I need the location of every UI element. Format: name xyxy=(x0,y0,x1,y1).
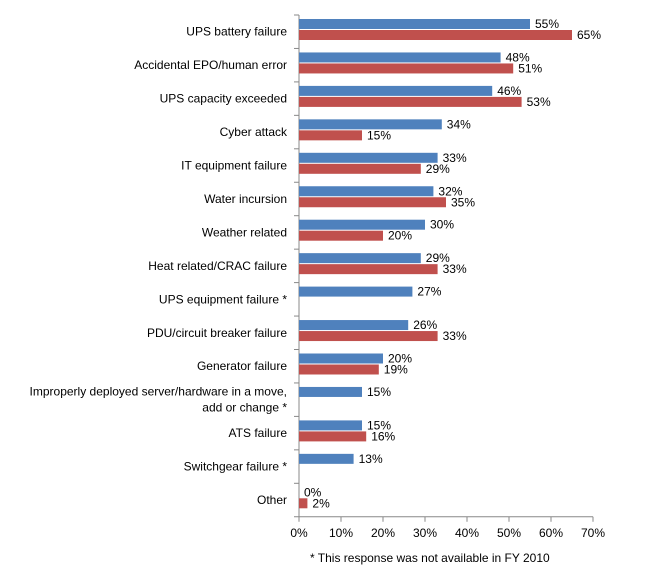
data-label-series-2: 51% xyxy=(518,61,542,75)
x-tick-label: 0% xyxy=(290,526,308,540)
data-label-series-1: 15% xyxy=(367,418,391,432)
bar-series-2 xyxy=(299,130,362,141)
x-tick-label: 30% xyxy=(413,526,437,540)
data-label-series-1: 30% xyxy=(430,218,454,232)
data-label-series-1: 20% xyxy=(388,352,412,366)
bar-series-1 xyxy=(299,386,362,397)
bar-series-1 xyxy=(299,320,409,331)
category-label: IT equipment failure xyxy=(181,159,287,173)
data-label-series-2: 33% xyxy=(443,262,467,276)
data-label-series-1: 13% xyxy=(359,452,383,466)
bar-series-2 xyxy=(299,364,379,375)
bar-series-2 xyxy=(299,197,446,208)
data-label-series-1: 33% xyxy=(443,151,467,165)
category-label: add or change * xyxy=(202,401,287,415)
category-label: Other xyxy=(257,493,287,507)
data-label-series-2: 29% xyxy=(426,162,450,176)
bar-series-2 xyxy=(299,264,438,275)
category-label: Cyber attack xyxy=(220,125,288,139)
x-tick-label: 70% xyxy=(581,526,605,540)
bar-series-2 xyxy=(299,30,572,40)
data-label-series-2: 35% xyxy=(451,195,475,209)
bar-series-1 xyxy=(299,253,421,264)
category-label: Accidental EPO/human error xyxy=(134,58,287,72)
category-label: UPS capacity exceeded xyxy=(160,92,287,106)
x-tick-label: 40% xyxy=(455,526,479,540)
category-label: UPS battery failure xyxy=(186,25,287,39)
bar-series-1 xyxy=(299,85,493,96)
category-label: Switchgear failure * xyxy=(184,460,288,474)
x-tick-label: 10% xyxy=(329,526,353,540)
bar-series-2 xyxy=(299,498,308,509)
category-label: Improperly deployed server/hardware in a… xyxy=(30,385,287,399)
chart-footnote: * This response was not available in FY … xyxy=(310,551,550,565)
category-label: UPS equipment failure * xyxy=(159,292,287,306)
data-label-series-2: 15% xyxy=(367,128,391,142)
category-label: Water incursion xyxy=(204,192,287,206)
data-label-series-2: 33% xyxy=(443,329,467,343)
bar-series-2 xyxy=(299,96,522,107)
bar-series-1 xyxy=(299,353,383,364)
bar-series-1 xyxy=(299,420,362,431)
bar-series-2 xyxy=(299,331,438,342)
data-label-series-2: 65% xyxy=(577,28,601,42)
bar-series-2 xyxy=(299,230,383,241)
bar-series-2 xyxy=(299,163,421,174)
bar-series-1 xyxy=(299,219,425,230)
data-label-series-2: 19% xyxy=(384,363,408,377)
data-label-series-2: 16% xyxy=(371,429,395,443)
bar-series-1 xyxy=(299,453,354,464)
data-label-series-1: 32% xyxy=(438,184,462,198)
category-label: Weather related xyxy=(202,225,287,239)
bar-series-1 xyxy=(299,119,442,130)
bar-series-1 xyxy=(299,19,530,29)
x-tick-label: 60% xyxy=(539,526,563,540)
bar-series-2 xyxy=(299,63,514,74)
category-label: Heat related/CRAC failure xyxy=(148,259,287,273)
data-label-series-1: 15% xyxy=(367,385,391,399)
data-label-series-1: 34% xyxy=(447,117,471,131)
bar-series-1 xyxy=(299,152,438,163)
data-label-series-1: 55% xyxy=(535,17,559,31)
bar-series-1 xyxy=(299,286,413,297)
data-label-series-1: 29% xyxy=(426,251,450,265)
data-label-series-1: 48% xyxy=(506,50,530,64)
data-label-series-1: 26% xyxy=(413,318,437,332)
category-label: Generator failure xyxy=(197,359,287,373)
category-label: PDU/circuit breaker failure xyxy=(147,326,287,340)
data-label-series-2: 53% xyxy=(527,95,551,109)
data-label-series-1: 0% xyxy=(304,485,322,499)
x-tick-label: 20% xyxy=(371,526,395,540)
data-label-series-1: 46% xyxy=(497,84,521,98)
data-label-series-2: 20% xyxy=(388,229,412,243)
bar-series-1 xyxy=(299,52,501,63)
category-label: ATS failure xyxy=(229,426,288,440)
x-tick-label: 50% xyxy=(497,526,521,540)
bar-series-1 xyxy=(299,186,434,197)
bar-series-2 xyxy=(299,431,367,442)
data-label-series-1: 27% xyxy=(417,285,441,299)
data-label-series-2: 2% xyxy=(312,496,330,510)
